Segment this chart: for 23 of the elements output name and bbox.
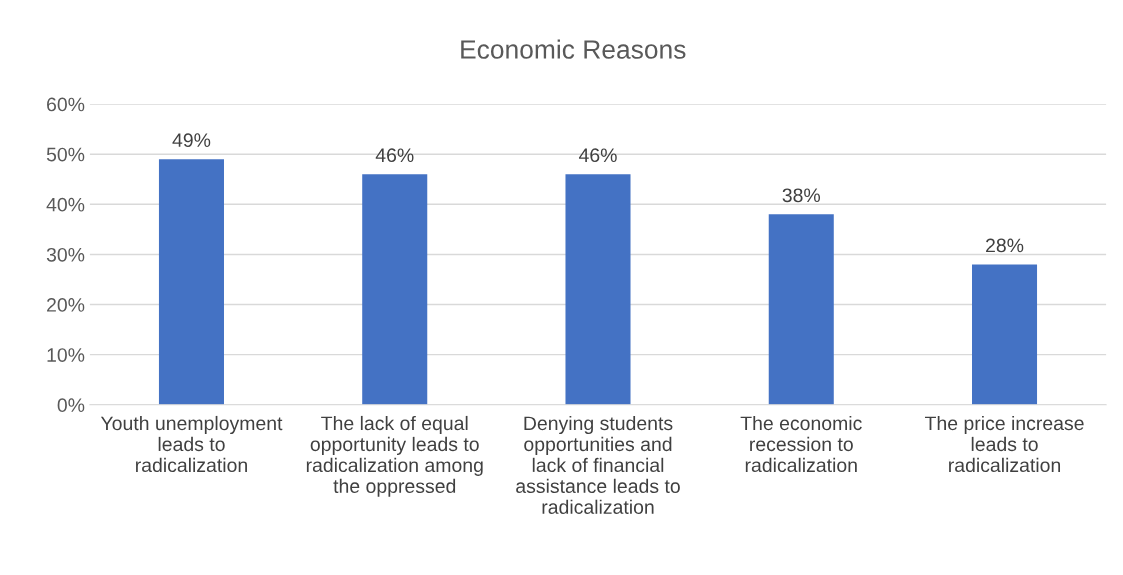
- chart-title: Economic Reasons: [461, 39, 686, 59]
- data-label: 46%: [375, 148, 414, 163]
- x-tick-label: Denying students opportunities and lack of financial assistance leads to radicalization: [516, 415, 680, 514]
- x-tick-label: The economic recession to radicalization: [740, 415, 862, 473]
- data-label: 46%: [578, 148, 617, 163]
- y-tick-label: 40%: [46, 197, 85, 212]
- y-tick-label: 50%: [46, 147, 85, 162]
- y-tick-label: 0%: [57, 398, 85, 413]
- bar: [565, 174, 631, 405]
- y-tick-label: 20%: [47, 298, 85, 312]
- y-tick-label: 30%: [46, 247, 85, 262]
- y-tick-label: 60%: [47, 97, 85, 112]
- data-label: 49%: [172, 133, 211, 148]
- data-label: 28%: [986, 238, 1024, 253]
- y-tick-label: 10%: [47, 348, 85, 362]
- data-label: 38%: [782, 188, 821, 203]
- x-tick-label: The lack of equal opportunity leads to radicalization among the oppressed: [306, 415, 483, 497]
- x-tick-label: Youth unemployment leads to radicalization: [100, 415, 283, 473]
- bar: [972, 264, 1038, 405]
- x-tick-label: The price increase leads to radicalization: [924, 415, 1084, 473]
- bar: [362, 174, 428, 405]
- bar: [768, 214, 834, 405]
- bar: [158, 159, 224, 405]
